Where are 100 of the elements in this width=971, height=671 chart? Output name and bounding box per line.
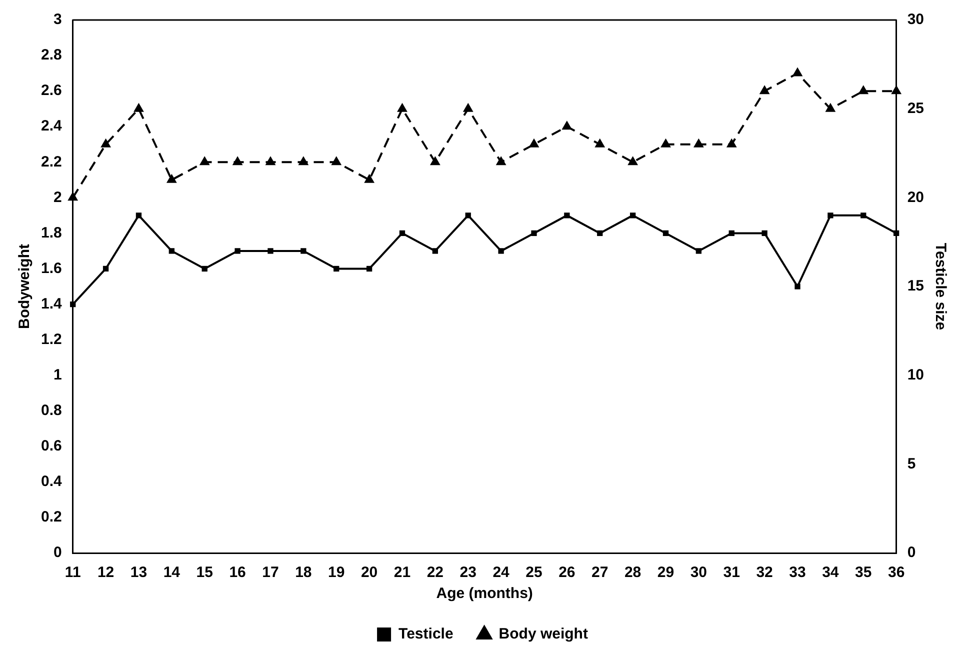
- point: [70, 301, 76, 308]
- point: [693, 138, 704, 148]
- point: [268, 248, 274, 254]
- point: [564, 212, 570, 218]
- point: [860, 212, 866, 218]
- point: [726, 138, 737, 148]
- x-tick-label: 35: [855, 564, 872, 582]
- x-tick-label: 23: [460, 564, 476, 582]
- point: [234, 248, 240, 254]
- point: [893, 230, 900, 236]
- point: [531, 230, 537, 236]
- point: [630, 212, 636, 218]
- point: [100, 138, 111, 148]
- point: [696, 248, 702, 254]
- point: [265, 156, 276, 166]
- point: [597, 230, 603, 236]
- x-tick-label: 30: [690, 564, 708, 582]
- y-tick-label: 0.8: [40, 402, 62, 420]
- point: [465, 212, 471, 218]
- point: [430, 156, 440, 166]
- point: [728, 230, 734, 236]
- x-tick-label: 18: [295, 564, 312, 582]
- x-tick-label: 33: [789, 564, 806, 582]
- y-tick-label: 3: [54, 11, 62, 28]
- y-tick-label: 2: [54, 188, 62, 206]
- x-tick-label: 36: [888, 564, 905, 582]
- point: [594, 138, 606, 148]
- x-tick-label: 14: [163, 564, 181, 582]
- point: [496, 156, 506, 166]
- point: [498, 248, 504, 254]
- y-tick-label: 0.4: [40, 473, 62, 490]
- point: [399, 230, 406, 236]
- x-tick-label: 17: [262, 564, 279, 582]
- y2-axis-title: Testicle size: [932, 242, 949, 330]
- x-tick-label: 34: [822, 564, 840, 582]
- point: [102, 266, 109, 272]
- x-tick-label: 27: [592, 564, 608, 582]
- x-tick-label: 16: [229, 564, 246, 582]
- point: [828, 212, 834, 218]
- y-tick-label: 2.8: [40, 46, 62, 64]
- y-tick-label: 2.2: [40, 153, 62, 170]
- point: [366, 266, 372, 272]
- y-tick-label: 1: [54, 366, 62, 384]
- point: [136, 212, 142, 218]
- point: [660, 138, 671, 148]
- y2-tick-label: 5: [907, 455, 916, 472]
- y2-tick-label: 15: [907, 278, 924, 295]
- y-tick-label: 0: [54, 544, 62, 562]
- point: [199, 156, 210, 166]
- point: [334, 266, 340, 272]
- y-tick-label: 1.8: [40, 224, 62, 242]
- point: [858, 85, 869, 94]
- x-tick-label: 24: [492, 564, 510, 582]
- point: [562, 120, 572, 130]
- y-tick-label: 0.2: [40, 508, 62, 526]
- x-tick-label: 25: [526, 564, 542, 582]
- x-tick-label: 20: [360, 564, 378, 582]
- point: [662, 230, 669, 236]
- point: [462, 102, 474, 112]
- x-tick-label: 19: [328, 564, 345, 582]
- point: [432, 248, 438, 254]
- point: [397, 102, 408, 112]
- y-tick-label: 0.6: [40, 438, 62, 455]
- point: [232, 156, 243, 166]
- point: [759, 85, 770, 94]
- point: [331, 156, 342, 166]
- x-tick-label: 13: [130, 564, 148, 582]
- x-tick-label: 28: [624, 564, 642, 582]
- x-tick-label: 31: [723, 564, 740, 582]
- point: [891, 85, 902, 94]
- x-tick-label: 22: [426, 564, 444, 582]
- x-tick-label: 21: [394, 564, 411, 582]
- x-tick-label: 15: [196, 564, 213, 582]
- y2-tick-label: 10: [907, 366, 924, 384]
- y-tick-label: 1.2: [40, 330, 62, 348]
- y-tick-label: 2.4: [40, 118, 62, 135]
- y-axis-title: Bodyweight: [16, 244, 34, 329]
- point: [762, 230, 768, 236]
- x-tick-label: 11: [64, 564, 81, 582]
- y2-tick-label: 25: [907, 100, 924, 117]
- point: [168, 248, 174, 254]
- point: [298, 156, 309, 166]
- y2-tick-label: 20: [907, 188, 924, 206]
- point: [528, 138, 540, 148]
- point: [794, 284, 800, 290]
- point: [628, 156, 638, 166]
- point: [166, 174, 177, 183]
- y-tick-label: 1.6: [40, 260, 62, 277]
- x-tick-label: 29: [657, 564, 674, 582]
- point: [134, 102, 144, 112]
- point: [300, 248, 306, 254]
- point: [202, 266, 208, 272]
- y2-tick-label: 0: [907, 544, 916, 562]
- y2-tick-label: 30: [907, 11, 924, 28]
- x-tick-label: 32: [756, 564, 773, 582]
- x-axis-title: Age (months): [436, 585, 533, 602]
- point: [792, 67, 803, 76]
- x-tick-label: 12: [97, 564, 114, 582]
- point: [68, 192, 78, 201]
- x-tick-label: 26: [558, 564, 576, 582]
